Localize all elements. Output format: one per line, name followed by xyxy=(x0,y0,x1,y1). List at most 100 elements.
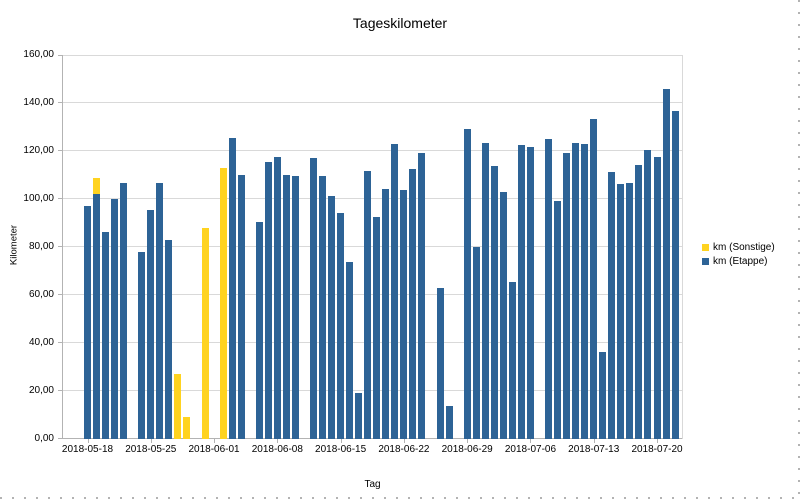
bar-sonstige[interactable] xyxy=(219,167,227,439)
gridline xyxy=(62,102,683,104)
legend-item-etappe[interactable]: km (Etappe) xyxy=(702,254,775,268)
bar-etappe[interactable] xyxy=(490,166,498,439)
bar-etappe[interactable] xyxy=(581,143,589,439)
legend-item-sonstige[interactable]: km (Sonstige) xyxy=(702,240,775,254)
x-axis-tick xyxy=(87,438,89,443)
bar-etappe[interactable] xyxy=(554,201,562,439)
y-axis-tick xyxy=(58,54,62,56)
bar-sonstige[interactable] xyxy=(201,227,209,439)
x-axis-tick xyxy=(403,438,405,443)
bar-etappe[interactable] xyxy=(156,183,164,439)
bar-etappe[interactable] xyxy=(93,194,101,439)
y-axis-label: 40,00 xyxy=(28,336,54,348)
bar-etappe[interactable] xyxy=(635,165,643,439)
legend-label-etappe: km (Etappe) xyxy=(713,255,768,267)
y-axis-tick xyxy=(58,246,62,248)
x-axis-tick xyxy=(150,438,152,443)
bar-sonstige[interactable] xyxy=(93,178,101,195)
gridline xyxy=(62,294,683,296)
bar-etappe[interactable] xyxy=(310,158,317,439)
x-axis-label: 2018-06-15 xyxy=(315,443,367,455)
x-axis-label: 2018-06-22 xyxy=(378,443,430,455)
legend-swatch-sonstige-icon xyxy=(702,243,709,251)
x-axis-label: 2018-06-08 xyxy=(251,443,303,455)
y-axis-tick xyxy=(58,342,62,344)
bar-etappe[interactable] xyxy=(102,232,110,439)
bar-etappe[interactable] xyxy=(517,144,525,439)
bar-sonstige[interactable] xyxy=(174,373,182,439)
bar-etappe[interactable] xyxy=(463,129,471,439)
bar-etappe[interactable] xyxy=(237,174,245,439)
gridline xyxy=(62,342,683,344)
bar-etappe[interactable] xyxy=(120,183,128,439)
bar-etappe[interactable] xyxy=(418,153,426,439)
gridline xyxy=(62,150,683,152)
bar-etappe[interactable] xyxy=(138,251,146,439)
bar-etappe[interactable] xyxy=(282,174,290,439)
x-axis-tick xyxy=(530,438,532,443)
bar-etappe[interactable] xyxy=(264,161,272,439)
bar-etappe[interactable] xyxy=(255,221,263,439)
bar-etappe[interactable] xyxy=(291,176,299,439)
bar-etappe[interactable] xyxy=(526,147,534,439)
x-axis-tick xyxy=(467,438,469,443)
bar-etappe[interactable] xyxy=(472,246,480,439)
x-axis-label: 2018-07-06 xyxy=(504,443,557,455)
bar-etappe[interactable] xyxy=(409,168,417,439)
bar-etappe[interactable] xyxy=(599,352,607,439)
bar-etappe[interactable] xyxy=(436,287,444,439)
bar-etappe[interactable] xyxy=(545,138,553,439)
y-axis-label: 20,00 xyxy=(28,384,54,396)
x-axis-tick xyxy=(340,438,342,443)
x-axis-tick xyxy=(593,438,595,443)
bar-etappe[interactable] xyxy=(626,183,634,439)
bar-etappe[interactable] xyxy=(84,206,91,439)
plot-right-border xyxy=(682,55,683,439)
bar-etappe[interactable] xyxy=(337,213,345,439)
bar-etappe[interactable] xyxy=(653,156,661,439)
gridline xyxy=(62,198,683,200)
bar-etappe[interactable] xyxy=(445,406,453,439)
y-axis-line xyxy=(62,55,63,439)
y-axis-label: 160,00 xyxy=(23,49,54,60)
bar-etappe[interactable] xyxy=(165,239,173,439)
bar-etappe[interactable] xyxy=(572,142,580,439)
x-axis-label: 2018-07-13 xyxy=(568,443,620,455)
gridline xyxy=(62,390,683,392)
bar-etappe[interactable] xyxy=(662,88,670,439)
x-axis-tick xyxy=(277,438,279,443)
bar-etappe[interactable] xyxy=(563,153,571,439)
bar-etappe[interactable] xyxy=(319,176,327,439)
bar-etappe[interactable] xyxy=(273,156,281,439)
bar-etappe[interactable] xyxy=(508,281,516,439)
gridline xyxy=(62,246,683,248)
y-axis-label: 140,00 xyxy=(23,96,54,108)
bar-etappe[interactable] xyxy=(617,184,625,439)
bar-etappe[interactable] xyxy=(608,172,616,439)
bar-etappe[interactable] xyxy=(590,118,598,439)
bar-etappe[interactable] xyxy=(111,198,119,439)
y-axis-label: 0,00 xyxy=(34,432,54,444)
bar-etappe[interactable] xyxy=(400,190,408,439)
bar-etappe[interactable] xyxy=(644,149,652,439)
bar-etappe[interactable] xyxy=(391,143,399,439)
y-axis-tick xyxy=(58,102,62,104)
bar-etappe[interactable] xyxy=(671,111,679,439)
bar-etappe[interactable] xyxy=(328,196,336,439)
bar-etappe[interactable] xyxy=(499,191,507,439)
bar-etappe[interactable] xyxy=(382,189,390,439)
bar-sonstige[interactable] xyxy=(183,416,191,439)
bar-etappe[interactable] xyxy=(355,392,363,439)
bar-etappe[interactable] xyxy=(373,216,381,439)
bar-etappe[interactable] xyxy=(346,262,354,439)
gridline xyxy=(62,54,683,56)
bar-etappe[interactable] xyxy=(364,171,372,439)
x-axis-tick xyxy=(657,438,659,443)
legend: km (Sonstige) km (Etappe) xyxy=(702,240,775,268)
bar-etappe[interactable] xyxy=(481,142,489,439)
x-axis-label: 2018-07-20 xyxy=(631,443,683,455)
bar-etappe[interactable] xyxy=(147,209,155,439)
y-axis-label: 80,00 xyxy=(28,240,54,252)
bar-etappe[interactable] xyxy=(228,137,236,439)
